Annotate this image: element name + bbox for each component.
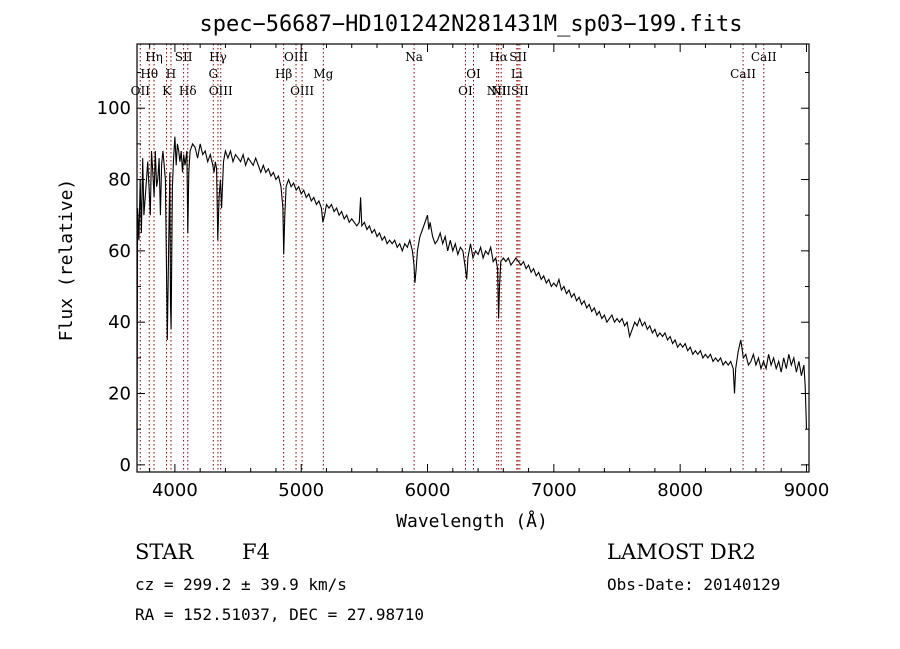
y-tick-label: 40 <box>108 312 131 333</box>
line-label: G <box>208 67 218 81</box>
line-label: OII <box>131 84 151 98</box>
line-label: CaII <box>730 67 756 81</box>
line-label: H <box>166 67 176 81</box>
line-label: K <box>162 84 172 98</box>
obs-date: Obs-Date: 20140129 <box>607 575 780 594</box>
y-tick-label: 0 <box>120 455 131 476</box>
line-label: Hθ <box>140 67 158 81</box>
line-label: OI <box>458 84 473 98</box>
line-label: Na <box>405 50 423 64</box>
x-axis-label: Wavelength (Å) <box>396 510 548 532</box>
plot-frame <box>136 43 810 473</box>
line-label: Hβ <box>275 67 292 81</box>
line-labels: OII Hθ Hη KH SII Hδ G Hγ OIII Hβ OIII OIII Mg Na OI OI N… <box>131 50 777 98</box>
y-tick-label: 80 <box>108 170 131 191</box>
line-label: SII <box>511 84 529 98</box>
x-tick-label: 4000 <box>152 480 198 501</box>
redshift-info: cz = 299.2 ± 39.9 km/s <box>135 575 347 594</box>
object-class: STAR <box>135 540 194 564</box>
x-tick-label: 9000 <box>784 480 830 501</box>
chart-title: spec−56687−HD101242N281431M_sp03−199.fit… <box>199 12 742 37</box>
line-label: Li <box>511 67 523 81</box>
spectrum-line <box>136 136 808 458</box>
x-tick-label: 8000 <box>657 480 703 501</box>
y-axis-label: Flux (relative) <box>56 179 77 342</box>
line-label: Hγ <box>209 50 227 64</box>
line-label: OIII <box>284 50 308 64</box>
line-label: SII <box>175 50 193 64</box>
line-label: CaII <box>751 50 777 64</box>
survey-name: LAMOST DR2 <box>607 540 756 564</box>
coordinates: RA = 152.51037, DEC = 27.98710 <box>135 605 424 624</box>
x-tick-label: 6000 <box>405 480 451 501</box>
y-tick-label: 60 <box>108 241 131 262</box>
line-label: Hδ <box>179 84 197 98</box>
x-tick-label: 7000 <box>531 480 577 501</box>
line-label: OIII <box>209 84 233 98</box>
line-markers <box>139 44 765 472</box>
y-tick-label: 20 <box>108 384 131 405</box>
line-label: Mg <box>313 67 333 81</box>
line-label: OIII <box>290 84 314 98</box>
line-label: OI <box>466 67 481 81</box>
x-tick-label: 5000 <box>278 480 324 501</box>
line-label: Hη <box>145 50 163 64</box>
y-tick-label: 100 <box>97 98 131 119</box>
y-axis: 0 20 40 60 80 100 <box>97 72 809 476</box>
line-label: NII <box>491 84 511 98</box>
object-subclass: F4 <box>242 540 270 564</box>
line-label: SII <box>509 50 527 64</box>
line-label: Hα <box>489 50 508 64</box>
x-axis: 4000 5000 6000 7000 8000 9000 <box>149 44 830 501</box>
line-label: NII <box>487 84 507 98</box>
